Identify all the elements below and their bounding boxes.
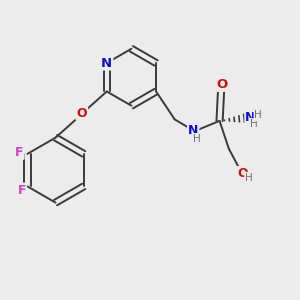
Text: N: N: [245, 111, 256, 124]
Text: H: H: [250, 119, 258, 129]
Text: H: H: [254, 110, 262, 120]
Text: F: F: [15, 146, 24, 159]
Text: O: O: [76, 106, 87, 119]
Text: O: O: [237, 167, 248, 180]
Text: H: H: [193, 134, 201, 144]
Text: O: O: [216, 78, 227, 91]
Text: F: F: [18, 184, 26, 196]
Text: N: N: [101, 56, 112, 70]
Text: H: H: [245, 172, 253, 183]
Text: N: N: [188, 124, 198, 137]
